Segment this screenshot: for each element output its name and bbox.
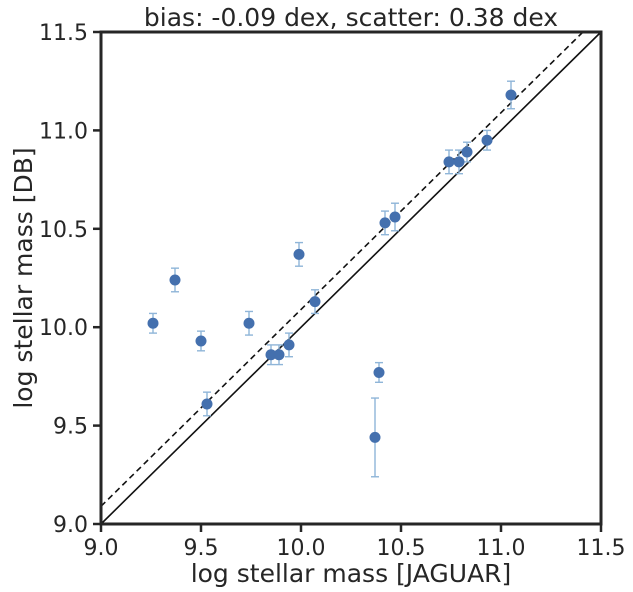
y-axis-ticks: 9.0 9.5 10.0 10.5 11.0 11.5	[39, 21, 101, 538]
x-tick-label: 10.0	[277, 536, 326, 561]
data-point	[169, 274, 181, 286]
x-tick-label: 10.5	[377, 536, 426, 561]
x-tick-label: 11.5	[577, 536, 626, 561]
x-tick-label: 9.0	[84, 536, 119, 561]
reference-lines	[100, 31, 602, 525]
x-axis-ticks: 9.0 9.5 10.0 10.5 11.0 11.5	[84, 524, 626, 561]
data-point	[481, 134, 493, 146]
y-tick-label: 9.0	[53, 513, 88, 538]
data-point	[309, 296, 321, 308]
data-point	[201, 398, 213, 410]
chart-title: bias: -0.09 dex, scatter: 0.38 dex	[144, 3, 558, 32]
x-tick-label: 9.5	[184, 536, 219, 561]
y-tick-label: 10.5	[39, 218, 88, 243]
data-point	[195, 335, 207, 347]
data-point	[273, 349, 285, 361]
y-tick-label: 10.0	[39, 316, 88, 341]
data-point	[453, 156, 465, 168]
one-to-one-line	[100, 31, 602, 525]
data-point	[389, 211, 401, 223]
data-point	[369, 431, 381, 443]
y-axis-title: log stellar mass [DB]	[9, 147, 38, 408]
data-point	[461, 146, 473, 158]
data-point	[293, 248, 305, 260]
data-points	[147, 89, 517, 443]
data-point	[379, 217, 391, 229]
y-tick-label: 9.5	[53, 415, 88, 440]
data-point	[373, 366, 385, 378]
x-axis-title: log stellar mass [JAGUAR]	[191, 559, 512, 588]
data-point	[505, 89, 517, 101]
offset-dashed-line	[100, 31, 584, 507]
data-point	[265, 349, 277, 361]
x-tick-label: 11.0	[477, 536, 526, 561]
y-tick-label: 11.0	[39, 119, 88, 144]
data-point	[283, 339, 295, 351]
data-point	[243, 317, 255, 329]
plot-frame	[99, 30, 603, 526]
data-point	[147, 317, 159, 329]
data-point	[443, 156, 455, 168]
y-tick-label: 11.5	[39, 21, 88, 46]
